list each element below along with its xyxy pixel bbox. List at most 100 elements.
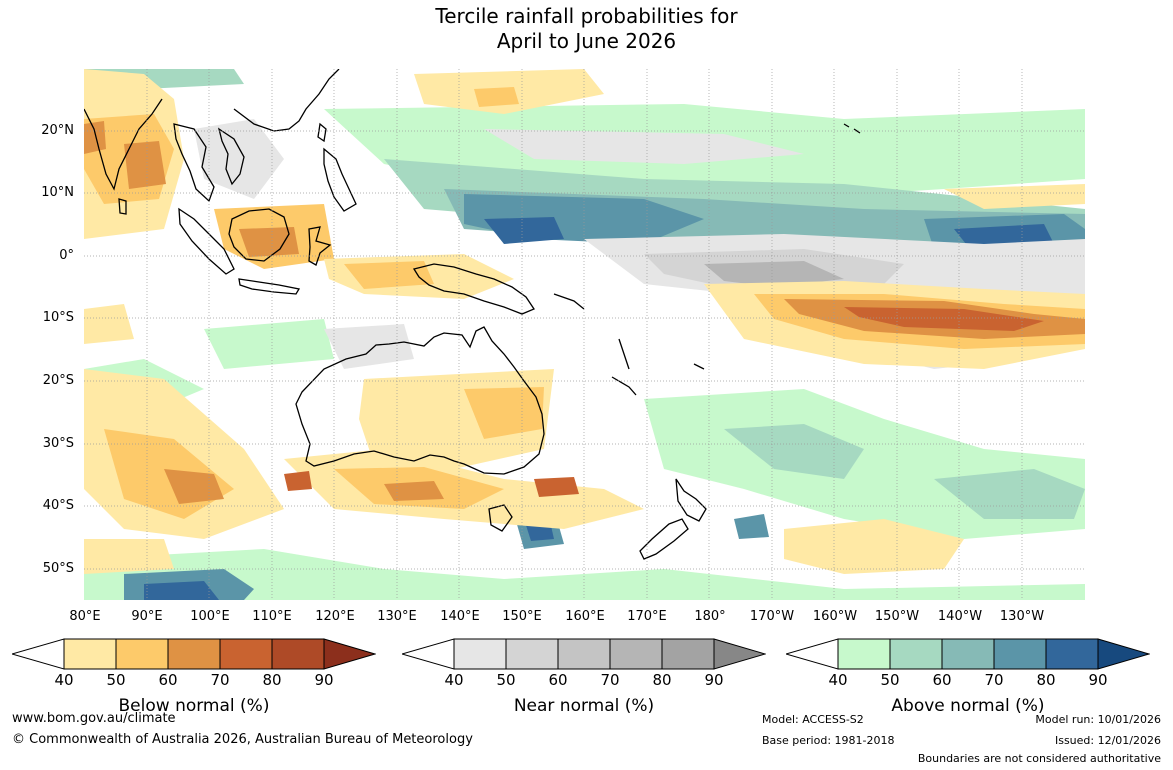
- new-caledonia: [611, 376, 637, 396]
- lat-label-40s: 40°S: [42, 498, 74, 513]
- above-normal-title: Above normal (%): [891, 696, 1045, 716]
- vanuatu: [618, 338, 630, 370]
- new-guinea-coastline: [412, 263, 535, 315]
- new-zealand-south-coastline: [639, 518, 689, 560]
- australia-coastline: [295, 326, 545, 475]
- lon-label-120e: 120°E: [315, 609, 355, 624]
- model-run-date: Model run: 10/01/2026: [1035, 713, 1161, 726]
- sulawesi-coastline: [308, 226, 332, 266]
- above-swatch-3: [993, 638, 1047, 670]
- vietnam-coastline: [217, 127, 245, 186]
- rainfall-probability-map: [84, 69, 1085, 600]
- below-tick-60: 60: [158, 671, 178, 689]
- taiwan-coastline: [317, 122, 327, 143]
- title-line-1: Tercile rainfall probabilities for: [435, 4, 738, 28]
- india-coastline: [84, 98, 163, 191]
- new-zealand-north-coastline: [675, 478, 707, 522]
- near-swatch-3: [609, 638, 663, 670]
- lon-label-180: 180°: [694, 609, 726, 624]
- above-tick-70: 70: [984, 671, 1004, 689]
- below-swatch-5: [323, 638, 376, 670]
- lon-label-140w: 140°W: [937, 609, 983, 624]
- copyright-notice: © Commonwealth of Australia 2026, Austra…: [12, 732, 473, 747]
- hawaii: [843, 123, 861, 134]
- lat-label-equator: 0°: [59, 248, 74, 263]
- above-swatch-5: [1097, 638, 1150, 670]
- below-swatch-4: [271, 638, 325, 670]
- philippines-coastline: [323, 147, 357, 212]
- near-swatch-2: [557, 638, 611, 670]
- lat-label-10n: 10°N: [41, 185, 74, 200]
- lon-label-140e: 140°E: [440, 609, 480, 624]
- website-link[interactable]: www.bom.gov.au/climate: [12, 711, 176, 726]
- coastlines: [84, 69, 861, 560]
- title-line-2: April to June 2026: [496, 29, 677, 53]
- map-title: Tercile rainfall probabilities for April…: [0, 4, 1173, 54]
- near-tick-90: 90: [704, 671, 724, 689]
- below-swatch-0: [63, 638, 117, 670]
- graticule: [84, 69, 1085, 600]
- above-tick-80: 80: [1036, 671, 1056, 689]
- base-period: Base period: 1981-2018: [762, 734, 895, 747]
- below-tick-80: 80: [262, 671, 282, 689]
- lon-label-130e: 130°E: [377, 609, 417, 624]
- above-tick-40: 40: [828, 671, 848, 689]
- lon-label-170e: 170°E: [627, 609, 667, 624]
- near-swatch-5: [713, 638, 766, 670]
- colorbar-below-normal: [12, 638, 376, 672]
- lon-label-130w: 130°W: [999, 609, 1045, 624]
- near-tick-60: 60: [548, 671, 568, 689]
- below-swatch-3: [219, 638, 273, 670]
- above-swatch-1: [889, 638, 943, 670]
- china-coast: [233, 69, 340, 132]
- below-tick-40: 40: [54, 671, 74, 689]
- lon-label-110e: 110°E: [252, 609, 292, 624]
- lon-label-100e: 100°E: [190, 609, 230, 624]
- lat-label-20n: 20°N: [41, 123, 74, 138]
- sumatra-coastline: [178, 207, 235, 275]
- sri-lanka-coastline: [118, 198, 127, 215]
- near-tick-80: 80: [652, 671, 672, 689]
- java-coastline: [238, 278, 301, 295]
- lon-label-150w: 150°W: [874, 609, 920, 624]
- model-name: Model: ACCESS-S2: [762, 713, 864, 726]
- below-normal-title: Below normal (%): [118, 696, 270, 716]
- lat-label-50s: 50°S: [42, 561, 74, 576]
- near-normal-title: Near normal (%): [513, 696, 655, 716]
- near-tick-70: 70: [600, 671, 620, 689]
- boundaries-disclaimer: Boundaries are not considered authoritat…: [917, 752, 1161, 765]
- near-swatch-1: [505, 638, 559, 670]
- above-tick-50: 50: [880, 671, 900, 689]
- above-swatch-2: [941, 638, 995, 670]
- below-tick-50: 50: [106, 671, 126, 689]
- fiji: [693, 363, 705, 370]
- above-tick-90: 90: [1088, 671, 1108, 689]
- below-tick-90: 90: [314, 671, 334, 689]
- below-swatch-2: [167, 638, 221, 670]
- near-tick-40: 40: [444, 671, 464, 689]
- above-swatch-4: [1045, 638, 1099, 670]
- below-tick-70: 70: [210, 671, 230, 689]
- below-swatch-1: [115, 638, 169, 670]
- near-swatch-0: [453, 638, 507, 670]
- borneo-coastline: [228, 208, 290, 262]
- near-tick-50: 50: [496, 671, 516, 689]
- lon-label-170w: 170°W: [749, 609, 795, 624]
- colorbar-above-normal: [786, 638, 1150, 672]
- lon-label-90e: 90°E: [131, 609, 163, 624]
- solomon-islands: [553, 293, 585, 310]
- below-normal-regions: [84, 69, 1085, 574]
- lon-label-80e: 80°E: [69, 609, 101, 624]
- near-normal-regions: [194, 119, 1085, 424]
- above-tick-60: 60: [932, 671, 952, 689]
- issued-date: Issued: 12/01/2026: [1054, 734, 1161, 747]
- above-swatch-0: [837, 638, 891, 670]
- colorbar-near-normal: [402, 638, 766, 672]
- lon-label-160e: 160°E: [565, 609, 605, 624]
- lon-label-150e: 150°E: [502, 609, 542, 624]
- lat-label-30s: 30°S: [42, 436, 74, 451]
- lat-label-20s: 20°S: [42, 373, 74, 388]
- near-swatch-4: [661, 638, 715, 670]
- lat-label-10s: 10°S: [42, 310, 74, 325]
- lon-label-160w: 160°W: [812, 609, 858, 624]
